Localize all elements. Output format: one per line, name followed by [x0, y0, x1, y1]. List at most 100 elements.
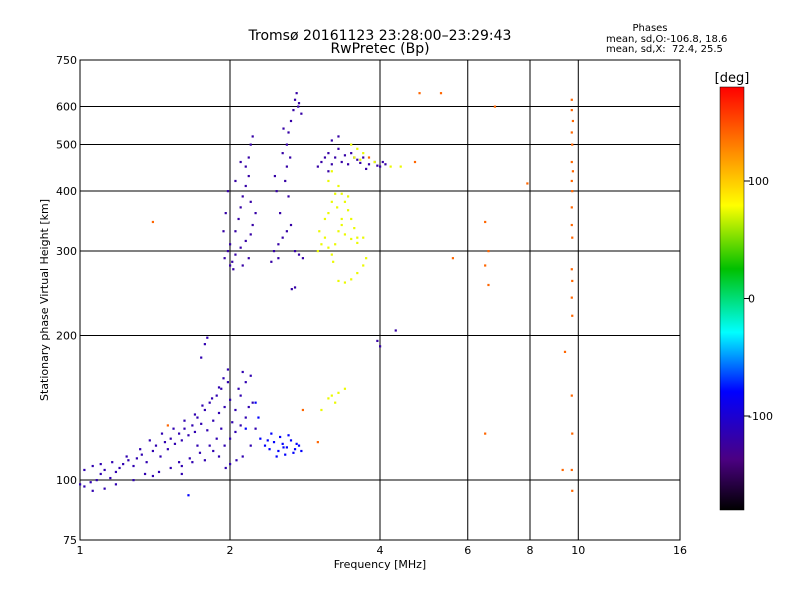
data-point [122, 462, 125, 466]
grid-lines [80, 60, 680, 540]
data-point [103, 487, 106, 490]
data-point [187, 434, 190, 437]
data-point [241, 195, 244, 198]
data-point [203, 343, 206, 346]
data-point [484, 264, 487, 267]
data-point [330, 163, 333, 166]
x-axis-label: Frequency [MHz] [334, 558, 426, 571]
data-point [570, 468, 573, 472]
data-point [346, 195, 350, 198]
data-point [362, 152, 365, 155]
x-axis-ticks: 1 2 4 6 8 10 16 [77, 544, 688, 557]
data-point [327, 170, 330, 173]
data-point [222, 377, 225, 380]
data-point [350, 217, 353, 221]
data-point [295, 92, 298, 95]
data-point [316, 165, 319, 168]
data-point [493, 105, 497, 108]
data-point [327, 179, 330, 183]
data-point [282, 127, 285, 130]
data-point [323, 217, 327, 221]
data-point [570, 206, 573, 209]
data-point [173, 442, 177, 445]
data-point [247, 405, 250, 409]
data-point [484, 432, 487, 435]
data-point [188, 457, 191, 460]
data-point [337, 230, 340, 233]
y-tick-label: 500 [56, 139, 77, 152]
data-point [343, 154, 347, 157]
data-point [251, 135, 254, 138]
data-point [359, 158, 362, 161]
data-point [300, 112, 303, 115]
data-point [237, 387, 240, 390]
data-point [229, 462, 232, 466]
data-point [103, 468, 106, 472]
y-tick-label: 75 [63, 534, 77, 547]
data-point [561, 468, 564, 472]
data-point [272, 250, 276, 253]
data-point [356, 241, 359, 245]
data-point [394, 329, 397, 332]
data-point [389, 165, 392, 168]
data-point [270, 260, 273, 263]
data-point [285, 446, 288, 449]
data-point [334, 192, 337, 195]
data-point [289, 439, 293, 442]
data-point [114, 483, 118, 486]
data-point [295, 442, 298, 445]
data-point [379, 165, 382, 168]
data-point [224, 466, 227, 470]
data-point [254, 401, 257, 404]
data-point [343, 281, 347, 284]
data-point [571, 143, 574, 146]
data-point [571, 170, 575, 173]
data-point [220, 427, 223, 430]
data-point [334, 243, 337, 246]
data-point [247, 174, 250, 178]
data-point [413, 160, 417, 164]
data-point [251, 401, 254, 404]
data-point [327, 152, 330, 155]
data-point [217, 386, 221, 389]
data-point [323, 156, 327, 159]
data-point [151, 474, 155, 478]
data-point [330, 394, 333, 397]
data-point [571, 314, 574, 317]
data-point [290, 288, 293, 291]
data-point [287, 195, 290, 198]
data-point [367, 163, 371, 166]
data-point [229, 398, 232, 401]
data-point [332, 260, 335, 263]
data-point [259, 437, 262, 440]
data-point [362, 156, 365, 159]
data-point [356, 147, 359, 150]
data-point [327, 246, 330, 249]
data-point [118, 466, 121, 470]
x-tick-label: 2 [227, 544, 234, 557]
data-point [337, 279, 340, 283]
data-point [343, 387, 347, 390]
data-point [249, 233, 252, 236]
data-point [249, 200, 252, 203]
phases-title: Phases [632, 23, 667, 34]
data-point [272, 441, 276, 444]
data-point [212, 419, 215, 422]
data-point [356, 236, 359, 239]
y-tick-label: 300 [56, 245, 77, 258]
data-point [91, 489, 94, 492]
data-point [330, 139, 333, 142]
data-point [222, 230, 225, 233]
data-point [570, 179, 573, 183]
data-point [237, 217, 240, 221]
data-point [229, 243, 232, 246]
data-point [281, 442, 284, 445]
data-point [226, 381, 230, 384]
data-point [79, 483, 82, 486]
data-point [241, 264, 244, 267]
data-point [350, 152, 353, 155]
data-point [254, 427, 257, 430]
y-tick-label: 600 [56, 101, 77, 114]
data-point [234, 179, 237, 183]
data-point [212, 449, 215, 453]
